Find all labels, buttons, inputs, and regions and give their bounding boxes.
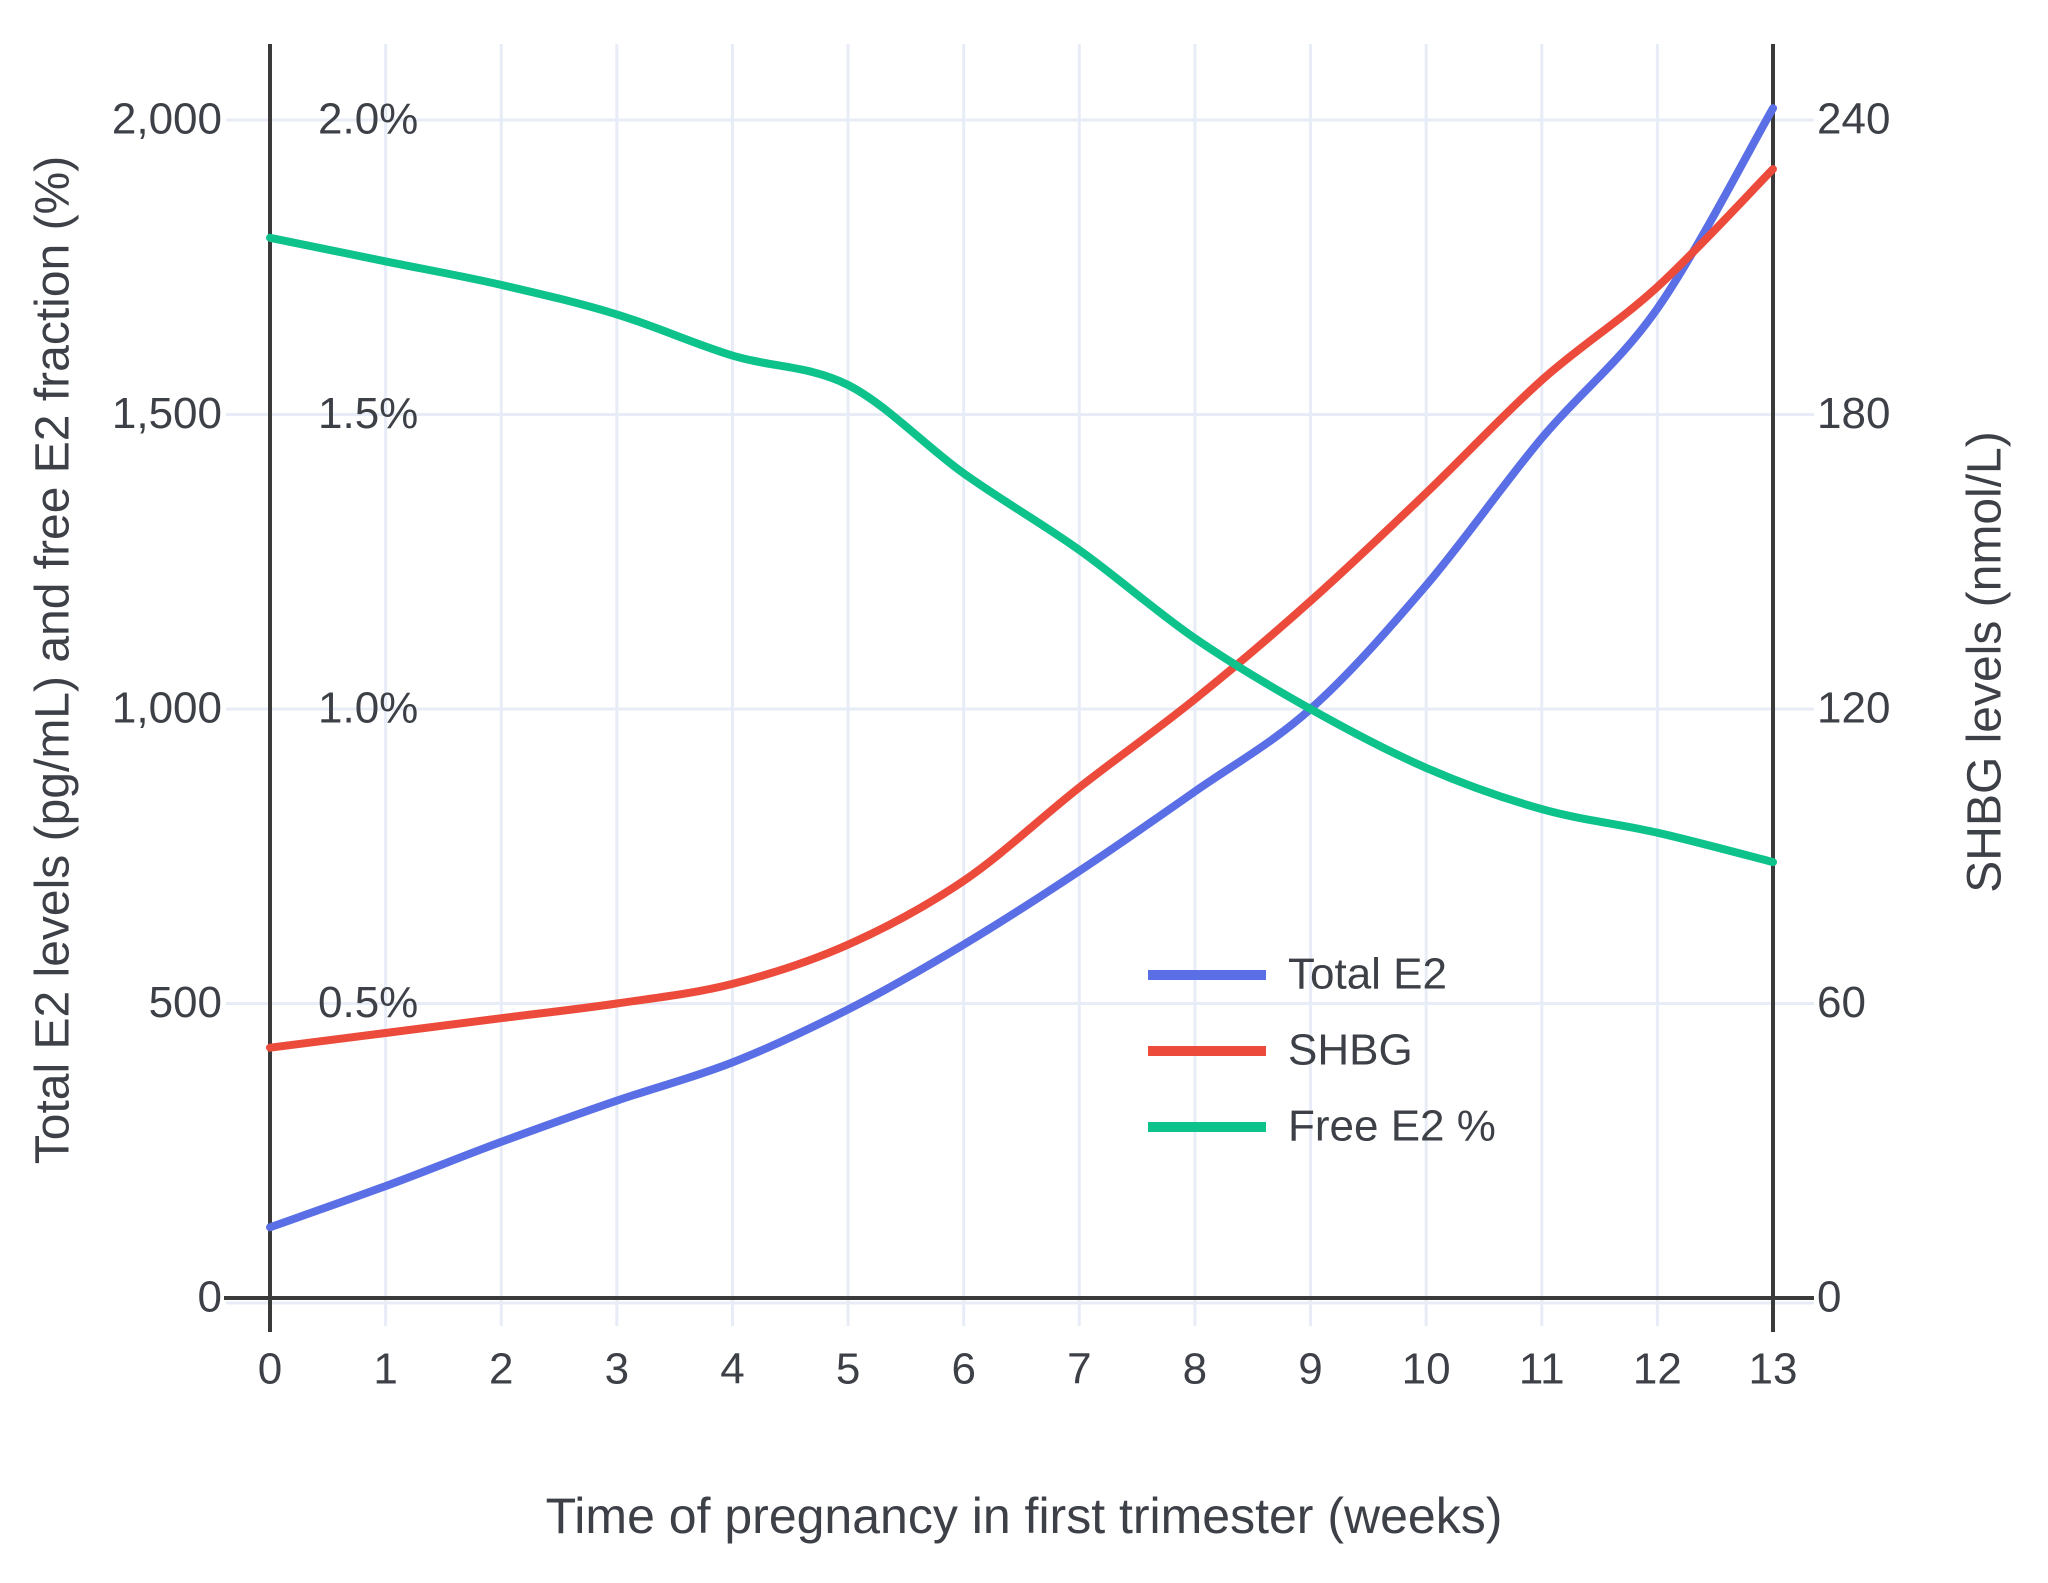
percent-tick-label: 1.5% [318, 389, 418, 438]
percent-tick-label: 2.0% [318, 95, 418, 144]
right-axis-tick-label: 180 [1817, 389, 1890, 438]
legend-label: SHBG [1288, 1026, 1413, 1075]
right-axis-tick-label: 240 [1817, 95, 1890, 144]
x-axis-tick-label: 3 [605, 1345, 629, 1394]
legend-label: Free E2 % [1288, 1102, 1496, 1151]
x-axis-tick-label: 10 [1402, 1345, 1451, 1394]
x-axis-tick-label: 4 [720, 1345, 744, 1394]
x-axis-title: Time of pregnancy in first trimester (we… [546, 1488, 1503, 1544]
x-axis-tick-label: 13 [1749, 1345, 1798, 1394]
x-axis-tick-label: 6 [951, 1345, 975, 1394]
x-axis-tick-label: 12 [1633, 1345, 1682, 1394]
x-axis-tick-label: 7 [1067, 1345, 1091, 1394]
left-axis-tick-label: 2,000 [112, 95, 222, 144]
left-axis-tick-label: 500 [149, 978, 222, 1027]
legend-item-total-e2[interactable]: Total E2 [1148, 950, 1447, 999]
left-axis-title: Total E2 levels (pg/mL) and free E2 frac… [27, 156, 80, 1164]
percent-tick-label: 1.0% [318, 684, 418, 733]
x-axis-tick-label: 8 [1183, 1345, 1207, 1394]
series-line-shbg[interactable] [266, 165, 1777, 1052]
legend-label: Total E2 [1288, 950, 1447, 999]
x-axis-tick-label: 2 [489, 1345, 513, 1394]
right-axis-tick-label: 60 [1817, 978, 1866, 1027]
series-line-total-e2[interactable] [266, 104, 1777, 1232]
right-axis-tick-label: 120 [1817, 684, 1890, 733]
x-axis-tick-label: 5 [836, 1345, 860, 1394]
left-axis-tick-label: 1,500 [112, 389, 222, 438]
percent-tick-label: 0.5% [318, 978, 418, 1027]
right-axis-title: SHBG levels (nmol/L) [1959, 431, 2012, 892]
series-line-free-e2[interactable] [266, 233, 1777, 867]
right-axis-tick-label: 0 [1817, 1273, 1841, 1322]
left-axis-tick-label: 1,000 [112, 684, 222, 733]
legend-item-free-e2[interactable]: Free E2 % [1148, 1102, 1496, 1151]
x-axis-tick-label: 9 [1298, 1345, 1322, 1394]
x-axis-tick-label: 0 [258, 1345, 282, 1394]
left-axis-tick-label: 0 [198, 1273, 222, 1322]
legend-item-shbg[interactable]: SHBG [1148, 1026, 1413, 1075]
x-axis-tick-label: 1 [373, 1345, 397, 1394]
x-axis-tick-label: 11 [1519, 1345, 1565, 1394]
